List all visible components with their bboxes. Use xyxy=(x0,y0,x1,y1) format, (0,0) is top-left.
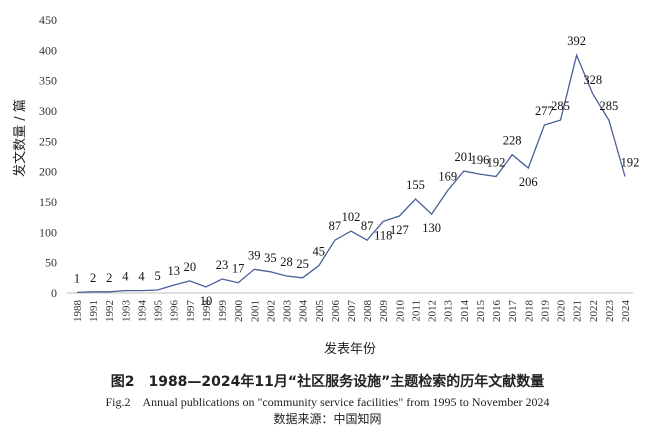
x-tick-label: 2020 xyxy=(556,300,568,323)
x-tick-label: 2012 xyxy=(427,300,439,322)
x-tick-label: 1994 xyxy=(136,300,148,323)
x-axis: 1988 1991 1992 1993 1994 1995 1996 1997 1998 1999… xyxy=(67,292,633,323)
x-axis-title: 发表年份 xyxy=(324,341,376,357)
x-tick-label: 2023 xyxy=(604,300,616,323)
y-tick-label: 300 xyxy=(39,104,57,118)
data-label: 285 xyxy=(551,99,570,113)
data-label: 2 xyxy=(90,271,96,285)
data-label: 87 xyxy=(329,219,342,233)
data-label: 206 xyxy=(519,175,538,189)
data-label: 228 xyxy=(503,134,522,148)
data-label: 35 xyxy=(264,251,277,265)
data-label: 192 xyxy=(621,156,640,170)
data-label: 196 xyxy=(471,153,490,167)
x-tick-label: 1998 xyxy=(201,300,213,323)
data-label: 2 xyxy=(106,271,112,285)
y-axis-title: 发文数量 / 篇 xyxy=(12,99,28,177)
data-label: 155 xyxy=(406,178,425,192)
data-label: 328 xyxy=(583,73,602,87)
data-label: 392 xyxy=(567,34,586,48)
x-tick-label: 2008 xyxy=(362,300,374,323)
y-tick-label: 400 xyxy=(39,43,57,57)
x-tick-label: 2010 xyxy=(394,300,406,323)
x-tick-label: 2003 xyxy=(282,300,294,323)
data-label: 23 xyxy=(216,258,229,272)
y-tick-label: 250 xyxy=(39,134,57,148)
x-tick-label: 1992 xyxy=(104,300,116,322)
x-tick-label: 2002 xyxy=(265,300,277,322)
data-label: 5 xyxy=(154,269,160,283)
x-tick-label: 2001 xyxy=(249,300,261,322)
data-label: 13 xyxy=(167,264,180,278)
data-source-note: 数据来源：中国知网 xyxy=(273,412,382,426)
data-label: 285 xyxy=(600,99,619,113)
data-label: 39 xyxy=(248,248,261,262)
data-label: 45 xyxy=(313,245,326,259)
x-tick-label: 2011 xyxy=(410,300,422,322)
data-label: 277 xyxy=(535,104,554,118)
x-tick-label: 2006 xyxy=(330,300,342,323)
data-label: 17 xyxy=(232,262,245,276)
x-tick-label: 1988 xyxy=(72,300,84,323)
x-tick-label: 2014 xyxy=(459,300,471,323)
line-chart: 0 50 100 150 200 250 300 350 400 450 1988 1991 1992… xyxy=(12,13,640,357)
data-label: 25 xyxy=(296,257,309,271)
data-label: 130 xyxy=(422,221,441,235)
data-label: 201 xyxy=(454,150,473,164)
data-label: 10 xyxy=(200,294,213,308)
data-label: 4 xyxy=(122,270,129,284)
y-tick-label: 50 xyxy=(45,256,57,270)
x-tick-label: 2009 xyxy=(378,300,390,323)
y-tick-label: 450 xyxy=(39,13,57,27)
x-tick-label: 2004 xyxy=(298,300,310,323)
data-label: 28 xyxy=(280,255,293,269)
y-axis: 0 50 100 150 200 250 300 350 400 450 xyxy=(39,13,57,300)
x-tick-label: 1995 xyxy=(153,300,165,323)
x-tick-label: 1997 xyxy=(185,300,197,323)
y-tick-label: 0 xyxy=(51,286,57,300)
y-tick-label: 350 xyxy=(39,74,57,88)
data-label: 87 xyxy=(361,219,374,233)
x-tick-label: 1991 xyxy=(88,300,100,322)
data-label: 1 xyxy=(74,271,80,285)
y-tick-label: 100 xyxy=(39,225,57,239)
x-tick-label: 2018 xyxy=(523,300,535,323)
x-tick-label: 1999 xyxy=(217,300,229,323)
data-label: 102 xyxy=(342,210,361,224)
figure-caption-chinese: 图2 1988—2024年11月“社区服务设施”主题检索的历年文献数量 xyxy=(110,374,545,390)
data-label: 4 xyxy=(138,270,145,284)
x-tick-label: 2024 xyxy=(620,300,632,323)
data-label: 20 xyxy=(184,260,197,274)
x-tick-label: 1996 xyxy=(169,300,181,323)
data-label: 169 xyxy=(438,169,457,183)
x-tick-label: 2016 xyxy=(491,300,503,323)
figure-caption-english: Fig.2 Annual publications on "community … xyxy=(105,395,550,409)
x-tick-label: 2000 xyxy=(233,300,245,323)
data-label: 192 xyxy=(487,156,506,170)
x-tick-label: 2021 xyxy=(572,300,584,322)
series-line xyxy=(76,53,626,294)
y-tick-label: 200 xyxy=(39,165,57,179)
x-tick-label: 2013 xyxy=(443,300,455,323)
x-tick-label: 2017 xyxy=(507,300,519,323)
x-tick-label: 2015 xyxy=(475,300,487,323)
x-tick-label: 1993 xyxy=(120,300,132,323)
x-tick-label: 2019 xyxy=(539,300,551,323)
x-tick-label: 2005 xyxy=(314,300,326,323)
data-label: 127 xyxy=(390,223,409,237)
data-label: 118 xyxy=(374,228,392,242)
x-tick-label: 2007 xyxy=(346,300,358,323)
y-tick-label: 150 xyxy=(39,195,57,209)
x-tick-label: 2022 xyxy=(588,300,600,322)
